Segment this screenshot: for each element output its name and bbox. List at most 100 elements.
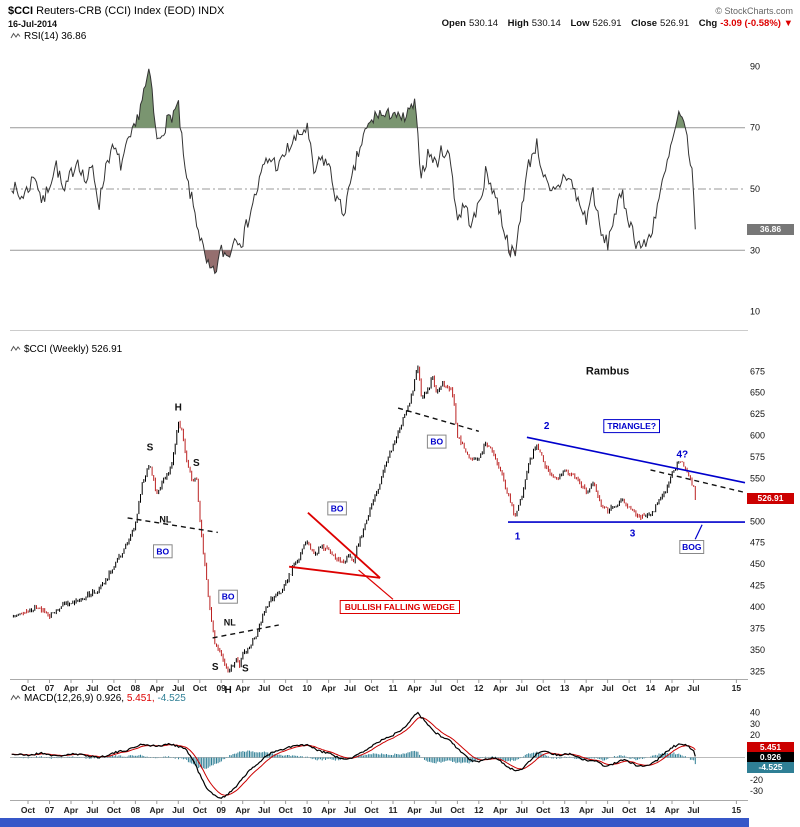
x-tick-label: 14 <box>646 683 656 693</box>
x-tick-label: Jul <box>344 683 356 693</box>
y-tick-label: 375 <box>750 623 765 633</box>
annotation-text: 3 <box>630 528 636 539</box>
annotation-text: H <box>224 685 231 696</box>
x-tick-label: Jul <box>86 683 98 693</box>
annotation-line <box>650 469 744 493</box>
quote-line: Open 530.14 High 530.14 Low 526.91 Close 526… <box>442 18 793 29</box>
x-tick-label: Oct <box>21 683 35 693</box>
price-panel-label: $CCI (Weekly) 526.91 <box>10 344 122 355</box>
annotation-text: S <box>147 443 154 454</box>
x-tick-label: Apr <box>493 805 508 815</box>
y-tick-label: 475 <box>750 538 765 548</box>
x-tick-label: Jul <box>687 805 699 815</box>
x-tick-label: Oct <box>193 683 207 693</box>
x-tick-label: Jul <box>430 805 442 815</box>
y-tick-label: 350 <box>750 645 765 655</box>
x-tick-label: 12 <box>474 805 484 815</box>
annotation-line <box>397 407 479 432</box>
annotation-text: NL <box>224 617 236 627</box>
x-tick-label: Apr <box>665 805 680 815</box>
x-tick-label: Jul <box>344 805 356 815</box>
y-tick-label: 625 <box>750 409 765 419</box>
x-tick-label: 13 <box>560 683 570 693</box>
x-tick-label: Apr <box>407 805 422 815</box>
annotation-text: 2 <box>544 421 550 432</box>
x-tick-label: 13 <box>560 805 570 815</box>
annotation-box <box>603 419 660 434</box>
x-tick-label: Jul <box>601 683 613 693</box>
x-tick-label: Oct <box>364 805 378 815</box>
x-tick-label: Oct <box>622 805 636 815</box>
annotation-box <box>153 544 173 559</box>
x-tick-label: Oct <box>364 683 378 693</box>
x-tick-label: 09 <box>216 805 226 815</box>
x-tick-label: 08 <box>131 805 141 815</box>
macd-panel-label: MACD(12,26,9) 0.926, 5.451, -4.525 <box>10 693 186 704</box>
rsi-oversold-fill <box>204 250 516 274</box>
annotation-text: H <box>175 402 182 413</box>
annotation-box <box>679 540 705 554</box>
x-tick-label: Oct <box>107 805 121 815</box>
annotation-line <box>127 517 218 534</box>
x-tick-label: 15 <box>732 683 742 693</box>
y-tick-label: 30 <box>750 245 760 255</box>
low-value: 526.91 <box>592 18 622 29</box>
y-tick-label: 40 <box>750 708 760 718</box>
y-tick-label: 425 <box>750 581 765 591</box>
x-tick-label: Apr <box>321 683 336 693</box>
annotation-box <box>426 434 447 449</box>
x-tick-label: Jul <box>86 805 98 815</box>
high-label: High <box>507 18 529 29</box>
x-tick-label: Oct <box>21 805 35 815</box>
annotation-text: 4? <box>676 449 688 460</box>
annotation-line <box>526 436 746 484</box>
x-tick-label: 07 <box>45 805 55 815</box>
open-value: 530.14 <box>468 18 499 29</box>
macd-hist-badge: -4.525 <box>747 762 794 773</box>
y-tick-label: 50 <box>750 184 760 194</box>
macd-signal-badge: 5.451 <box>747 742 794 753</box>
x-tick-label: Apr <box>235 805 250 815</box>
y-tick-label: 10 <box>750 307 760 317</box>
symbol: $CCI <box>8 5 34 17</box>
title-rest: Reuters-CRB (CCI) Index (EOD) INDX <box>36 5 225 17</box>
y-tick-label: 325 <box>750 666 765 676</box>
x-tick-label: Apr <box>407 683 422 693</box>
annotation-box-label: BOG <box>682 542 702 552</box>
x-tick-label: 10 <box>302 683 312 693</box>
rsi-panel-label: RSI(14) 36.86 <box>10 31 86 42</box>
x-tick-label: 09 <box>216 683 226 693</box>
footer-bar <box>0 818 749 827</box>
annotation-line <box>212 624 279 639</box>
x-tick-label: Apr <box>235 683 250 693</box>
x-tick-label: Oct <box>107 683 121 693</box>
x-tick-label: 11 <box>389 805 398 815</box>
price-label-text: $CCI (Weekly) 526.91 <box>24 344 123 355</box>
x-tick-label: Jul <box>258 683 270 693</box>
indicator-icon <box>10 345 21 352</box>
low-label: Low <box>570 18 590 29</box>
x-tick-label: Jul <box>258 805 270 815</box>
x-tick-label: 14 <box>646 805 656 815</box>
x-tick-label: Jul <box>172 805 184 815</box>
y-tick-label: 70 <box>750 123 760 133</box>
x-tick-label: Oct <box>450 805 464 815</box>
x-tick-label: Jul <box>687 683 699 693</box>
x-tick-label: Jul <box>430 683 442 693</box>
rsi-label-text: RSI(14) 36.86 <box>24 31 87 42</box>
close-label: Close <box>631 18 658 29</box>
y-tick-label: 500 <box>750 516 765 526</box>
annotation-box-label: BO <box>222 592 235 602</box>
annotation-box-label: BO <box>156 546 169 556</box>
x-tick-label: Oct <box>279 805 293 815</box>
x-tick-label: 08 <box>131 683 141 693</box>
x-tick-label: Apr <box>665 683 680 693</box>
rsi-overbought-fill <box>132 68 686 128</box>
x-tick-label: Apr <box>579 683 594 693</box>
x-tick-label: 10 <box>302 805 312 815</box>
macd-line-badge: 0.926 <box>747 752 794 763</box>
annotation-line <box>358 569 394 600</box>
y-tick-label: 650 <box>750 388 765 398</box>
